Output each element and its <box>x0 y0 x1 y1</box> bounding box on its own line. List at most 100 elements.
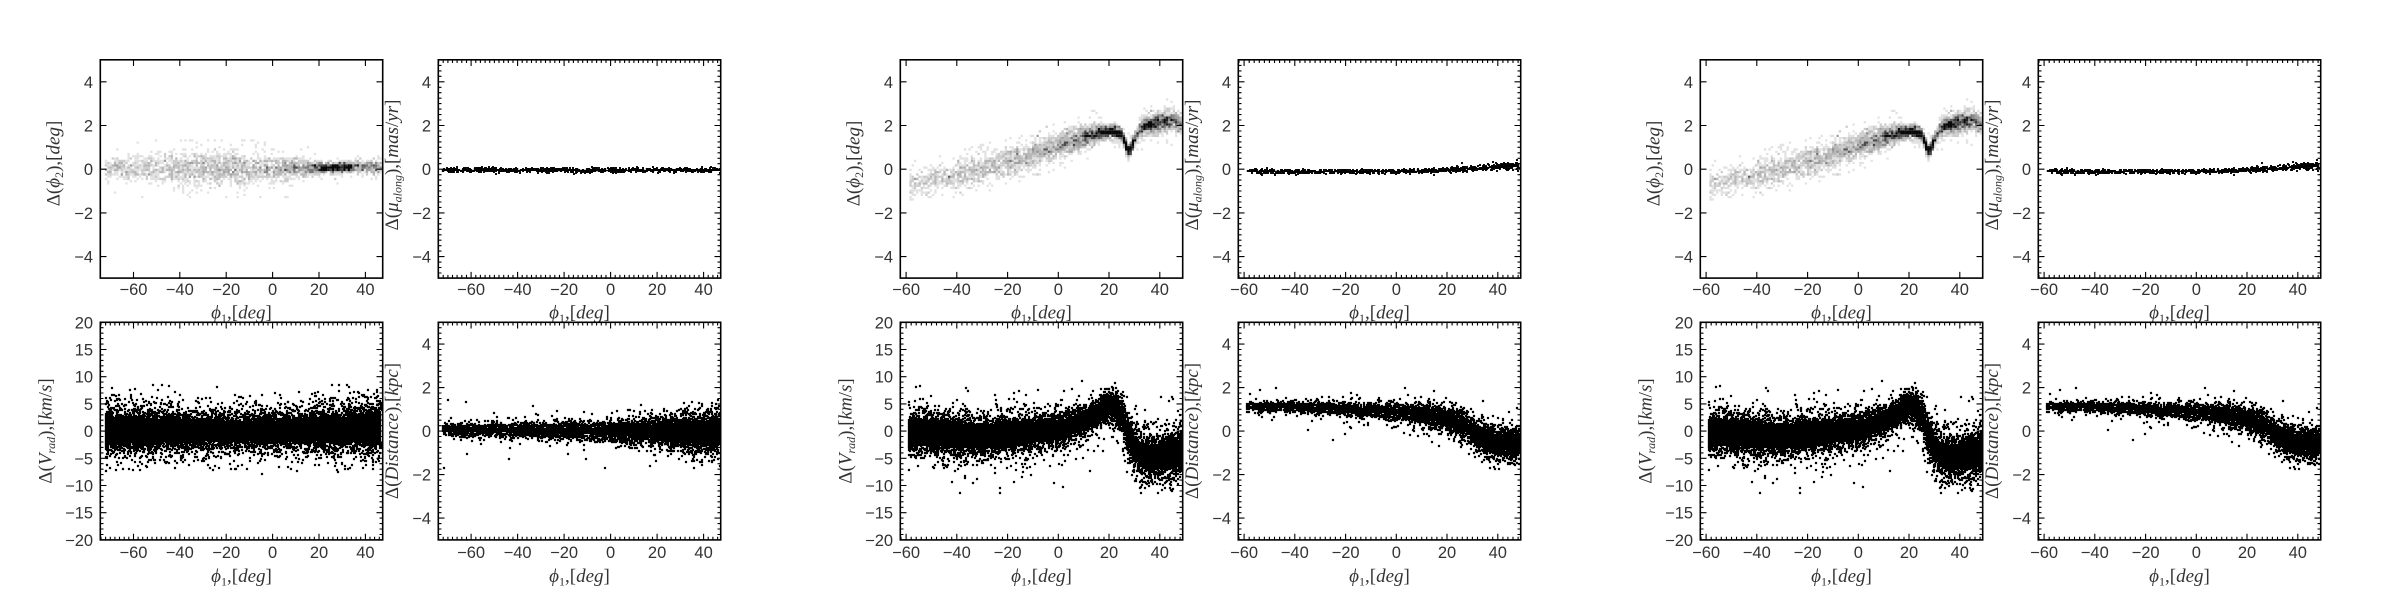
svg-text:10: 10 <box>75 369 93 387</box>
svg-text:4: 4 <box>422 74 431 92</box>
svg-text:−4: −4 <box>874 249 893 267</box>
svg-text:−60: −60 <box>120 544 148 562</box>
svg-text:0: 0 <box>884 161 893 179</box>
svg-text:−20: −20 <box>212 544 240 562</box>
svg-text:−40: −40 <box>504 281 532 299</box>
svg-text:−60: −60 <box>892 544 920 562</box>
svg-text:Δ(Distance),[kpc]: Δ(Distance),[kpc] <box>382 363 403 499</box>
svg-text:Δ(ϕ2),[deg]: Δ(ϕ2),[deg] <box>44 121 67 207</box>
svg-text:−4: −4 <box>1212 510 1231 528</box>
svg-text:20: 20 <box>310 544 328 562</box>
svg-text:0: 0 <box>84 161 93 179</box>
svg-text:40: 40 <box>1489 281 1507 299</box>
svg-text:ϕ1,[deg]: ϕ1,[deg] <box>1349 566 1410 589</box>
svg-text:−60: −60 <box>1230 544 1258 562</box>
svg-text:−15: −15 <box>65 505 93 523</box>
svg-text:−40: −40 <box>166 281 194 299</box>
svg-text:−15: −15 <box>865 505 893 523</box>
svg-text:0: 0 <box>422 161 431 179</box>
svg-text:−5: −5 <box>74 450 93 468</box>
svg-text:5: 5 <box>84 396 93 414</box>
svg-text:−60: −60 <box>120 281 148 299</box>
svg-text:Δ(ϕ2),[deg]: Δ(ϕ2),[deg] <box>844 121 867 207</box>
svg-text:−4: −4 <box>1212 249 1231 267</box>
svg-text:Δ(μalong),[mas/yr]: Δ(μalong),[mas/yr] <box>382 100 405 231</box>
svg-text:4: 4 <box>84 74 93 92</box>
svg-text:20: 20 <box>648 281 666 299</box>
svg-text:−20: −20 <box>994 281 1022 299</box>
svg-text:−20: −20 <box>212 281 240 299</box>
svg-text:−2: −2 <box>412 467 431 485</box>
svg-text:0: 0 <box>1392 281 1401 299</box>
svg-text:2: 2 <box>1222 118 1231 136</box>
svg-text:−4: −4 <box>412 510 431 528</box>
svg-text:−20: −20 <box>1332 281 1360 299</box>
svg-text:−60: −60 <box>457 544 485 562</box>
svg-text:ϕ1,[deg]: ϕ1,[deg] <box>1011 303 1072 326</box>
svg-text:−10: −10 <box>865 478 893 496</box>
svg-text:−20: −20 <box>1332 544 1360 562</box>
svg-text:−20: −20 <box>865 532 893 550</box>
svg-text:−2: −2 <box>74 205 93 223</box>
svg-text:2: 2 <box>422 118 431 136</box>
svg-text:0: 0 <box>606 281 615 299</box>
svg-text:ϕ1,[deg]: ϕ1,[deg] <box>1349 303 1410 326</box>
svg-text:0: 0 <box>606 544 615 562</box>
svg-text:−2: −2 <box>412 205 431 223</box>
svg-text:−60: −60 <box>1230 281 1258 299</box>
svg-text:−5: −5 <box>874 450 893 468</box>
svg-text:0: 0 <box>422 423 431 441</box>
svg-text:40: 40 <box>694 544 712 562</box>
svg-text:10: 10 <box>875 369 893 387</box>
svg-text:−40: −40 <box>1281 544 1309 562</box>
svg-text:ϕ1,[deg]: ϕ1,[deg] <box>549 566 610 589</box>
svg-text:40: 40 <box>1151 281 1169 299</box>
svg-text:0: 0 <box>1222 161 1231 179</box>
svg-text:−2: −2 <box>874 205 893 223</box>
svg-text:5: 5 <box>884 396 893 414</box>
svg-text:−40: −40 <box>166 544 194 562</box>
svg-text:Δ(Vrad),[km/s]: Δ(Vrad),[km/s] <box>836 378 859 483</box>
svg-text:4: 4 <box>422 336 431 354</box>
svg-text:20: 20 <box>310 281 328 299</box>
svg-text:2: 2 <box>1222 380 1231 398</box>
svg-text:40: 40 <box>1151 544 1169 562</box>
svg-text:−20: −20 <box>994 544 1022 562</box>
svg-text:0: 0 <box>1054 544 1063 562</box>
svg-text:40: 40 <box>694 281 712 299</box>
svg-text:40: 40 <box>1489 544 1507 562</box>
svg-text:0: 0 <box>884 423 893 441</box>
svg-text:4: 4 <box>1222 74 1231 92</box>
svg-text:−60: −60 <box>457 281 485 299</box>
svg-text:−40: −40 <box>504 544 532 562</box>
svg-text:−40: −40 <box>943 544 971 562</box>
svg-text:0: 0 <box>1392 544 1401 562</box>
svg-text:−60: −60 <box>892 281 920 299</box>
svg-text:−4: −4 <box>412 249 431 267</box>
svg-text:2: 2 <box>84 118 93 136</box>
svg-text:−2: −2 <box>1212 205 1231 223</box>
svg-text:2: 2 <box>884 118 893 136</box>
svg-text:0: 0 <box>1054 281 1063 299</box>
svg-text:Δ(Vrad),[km/s]: Δ(Vrad),[km/s] <box>36 378 59 483</box>
svg-text:ϕ1,[deg]: ϕ1,[deg] <box>211 303 272 326</box>
svg-text:40: 40 <box>356 281 374 299</box>
svg-text:2: 2 <box>422 380 431 398</box>
svg-text:40: 40 <box>356 544 374 562</box>
svg-text:20: 20 <box>648 544 666 562</box>
svg-text:ϕ1,[deg]: ϕ1,[deg] <box>549 303 610 326</box>
svg-text:20: 20 <box>75 314 93 332</box>
svg-text:−20: −20 <box>65 532 93 550</box>
svg-text:ϕ1,[deg]: ϕ1,[deg] <box>1011 566 1072 589</box>
svg-text:20: 20 <box>1438 544 1456 562</box>
svg-text:Δ(Distance),[kpc]: Δ(Distance),[kpc] <box>1182 363 1203 499</box>
svg-text:0: 0 <box>268 544 277 562</box>
svg-text:20: 20 <box>1100 281 1118 299</box>
svg-text:20: 20 <box>1100 544 1118 562</box>
svg-text:ϕ1,[deg]: ϕ1,[deg] <box>211 566 272 589</box>
svg-text:−10: −10 <box>65 478 93 496</box>
svg-text:−20: −20 <box>550 544 578 562</box>
svg-text:0: 0 <box>268 281 277 299</box>
svg-text:15: 15 <box>875 342 893 360</box>
svg-text:4: 4 <box>884 74 893 92</box>
